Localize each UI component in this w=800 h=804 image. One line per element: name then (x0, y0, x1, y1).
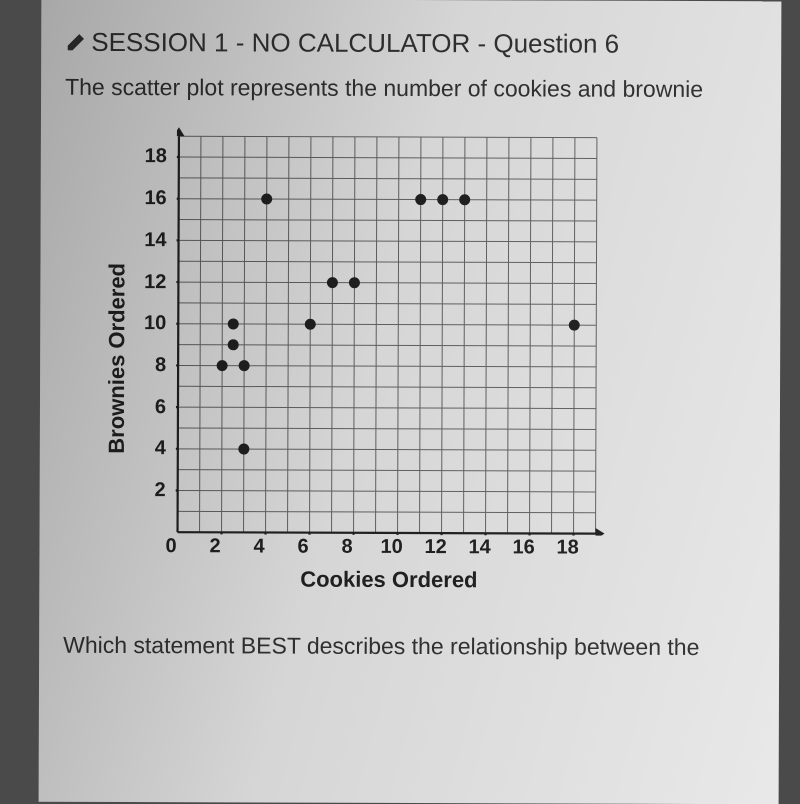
x-axis-ticks: 024681012141618 (173, 536, 604, 562)
question-text: Which statement BEST describes the relat… (63, 631, 759, 660)
scatter-chart: Brownies Ordered 18161412108642 02468101… (103, 125, 761, 594)
y-axis-label: Brownies Ordered (104, 263, 131, 454)
pencil-icon (65, 28, 87, 59)
subtitle-text: The scatter plot represents the number o… (65, 73, 761, 102)
y-axis-ticks: 18161412108642 (138, 125, 173, 534)
x-axis-label: Cookies Ordered (300, 566, 477, 593)
scatter-plot-svg (176, 125, 608, 536)
header-text: SESSION 1 - NO CALCULATOR - Question 6 (91, 27, 619, 59)
session-header: SESSION 1 - NO CALCULATOR - Question 6 (65, 27, 761, 62)
